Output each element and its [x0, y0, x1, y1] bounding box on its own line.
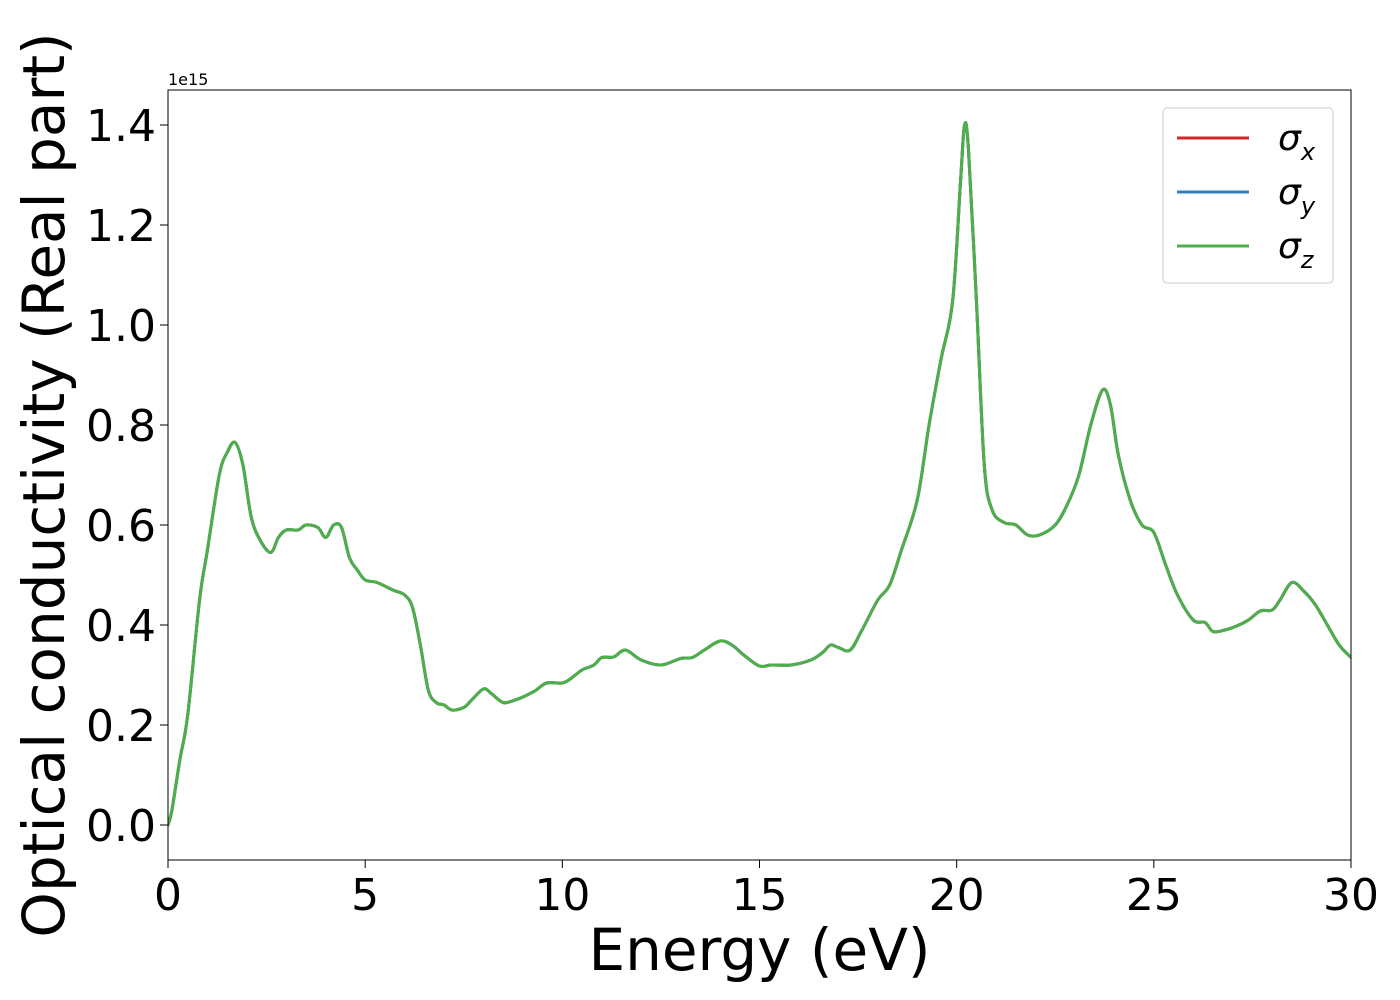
- x-tick-label: 0: [154, 870, 182, 921]
- series-layer: [168, 121, 1351, 827]
- y-tick-label: 0.0: [86, 801, 156, 852]
- y-tick-label: 0.8: [86, 401, 156, 452]
- series-line-z: [168, 121, 1351, 827]
- x-axis: 0 5 10 15 20 25 30: [154, 860, 1379, 921]
- x-tick-label: 30: [1323, 870, 1379, 921]
- x-tick-label: 25: [1126, 870, 1182, 921]
- legend-box: [1162, 107, 1334, 284]
- legend-label-z: σz: [1278, 226, 1315, 274]
- y-tick-label: 0.2: [86, 701, 156, 752]
- y-tick-label: 0.4: [86, 601, 156, 652]
- y-tick-label: 1.4: [86, 101, 156, 152]
- y-axis: 0.0 0.2 0.4 0.6 0.8 1.0 1.2 1.4: [86, 101, 168, 852]
- y-axis-title: Optical conductivity (Real part): [10, 32, 78, 937]
- x-tick-label: 10: [534, 870, 590, 921]
- x-tick-label: 5: [351, 870, 379, 921]
- y-offset-label: 1e15: [168, 70, 208, 89]
- y-tick-label: 0.6: [86, 501, 156, 552]
- y-tick-label: 1.0: [86, 301, 156, 352]
- x-tick-label: 15: [732, 870, 788, 921]
- y-tick-label: 1.2: [86, 201, 156, 252]
- x-tick-label: 20: [929, 870, 985, 921]
- x-axis-title: Energy (eV): [588, 916, 930, 984]
- plot-area: [168, 90, 1351, 860]
